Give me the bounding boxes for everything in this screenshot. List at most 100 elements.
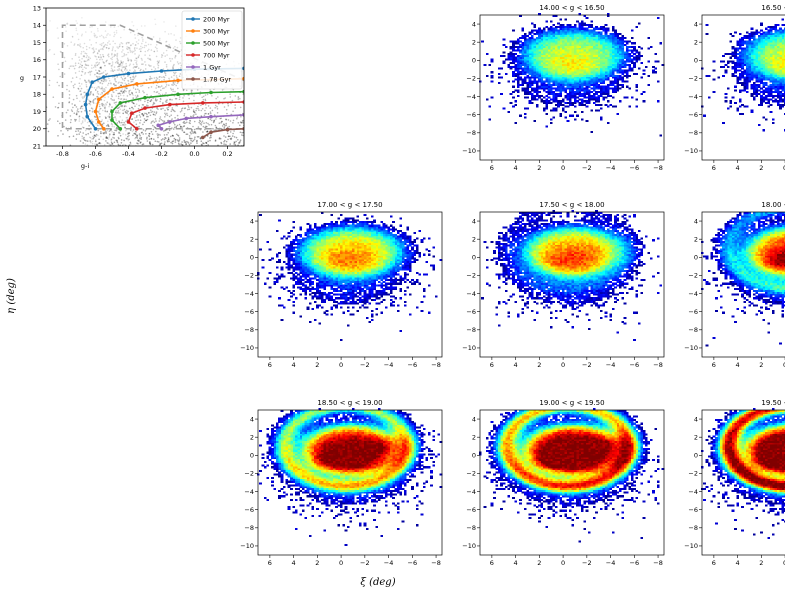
field-star — [134, 77, 136, 79]
field-star — [171, 99, 173, 101]
field-star — [233, 130, 235, 132]
field-star — [190, 116, 192, 118]
field-star — [151, 138, 153, 140]
field-star — [59, 123, 61, 125]
field-star — [210, 119, 212, 121]
field-star — [87, 144, 89, 146]
field-star — [317, 107, 319, 109]
isochrone-marker — [156, 124, 160, 128]
field-star — [164, 141, 166, 143]
field-star — [170, 142, 172, 144]
field-star — [101, 45, 103, 47]
field-star — [49, 49, 51, 51]
field-star — [229, 143, 231, 145]
field-star — [266, 116, 268, 118]
field-star — [134, 50, 136, 52]
field-star — [124, 82, 126, 84]
heatmap-cell — [628, 88, 631, 90]
field-star — [166, 50, 168, 52]
field-star — [172, 135, 174, 137]
field-star — [115, 50, 117, 52]
field-star — [133, 74, 135, 76]
field-star — [223, 98, 225, 100]
field-star — [203, 122, 205, 124]
field-star — [183, 131, 185, 133]
field-star — [165, 73, 167, 75]
field-star — [214, 107, 216, 109]
field-star — [153, 66, 155, 68]
field-star — [70, 41, 72, 43]
heatmap-cell — [657, 60, 660, 62]
field-star — [232, 122, 234, 124]
field-star — [299, 102, 301, 104]
field-star — [124, 69, 126, 71]
field-star — [110, 82, 112, 84]
field-star — [157, 141, 159, 143]
field-star — [279, 127, 281, 129]
field-star — [102, 132, 104, 134]
field-star — [102, 59, 104, 61]
field-star — [90, 142, 92, 144]
field-star — [165, 92, 167, 94]
field-star — [144, 45, 146, 47]
field-star — [134, 105, 136, 107]
field-star — [203, 99, 205, 101]
field-star — [84, 43, 86, 45]
field-star — [177, 47, 179, 49]
field-star — [187, 109, 189, 111]
field-star — [133, 79, 135, 81]
field-star — [144, 113, 146, 115]
field-star — [139, 114, 141, 116]
field-star — [172, 89, 174, 91]
field-star — [145, 64, 147, 66]
field-star — [287, 140, 289, 142]
field-star — [143, 70, 145, 72]
field-star — [164, 55, 166, 57]
field-star — [178, 63, 180, 65]
field-star — [170, 60, 172, 62]
heatmap-panel-1: 14.00 < g < 16.506 4 2 0 −2 −4 −6 −8420−2−4−6−8… — [462, 4, 664, 172]
field-star — [108, 138, 110, 140]
field-star — [95, 139, 97, 141]
field-star — [272, 142, 274, 144]
heatmap-cell — [626, 57, 629, 59]
field-star — [234, 136, 236, 138]
field-star — [95, 89, 97, 91]
field-star — [83, 101, 85, 103]
field-star — [146, 120, 148, 122]
field-star — [200, 105, 202, 107]
field-star — [12, 134, 14, 136]
heatmap-cell — [626, 97, 629, 99]
field-star — [166, 99, 168, 101]
cmd-ytick-label: 19 — [33, 108, 41, 116]
field-star — [263, 91, 265, 93]
field-star — [122, 82, 124, 84]
field-star — [120, 37, 122, 39]
field-star — [198, 109, 200, 111]
field-star — [302, 104, 304, 106]
field-star — [137, 140, 139, 142]
field-star — [150, 144, 152, 146]
field-star — [152, 111, 154, 113]
field-star — [179, 41, 181, 43]
field-star — [136, 131, 138, 133]
heatmap-cell — [652, 69, 655, 71]
field-star — [130, 81, 132, 83]
field-star — [119, 106, 121, 108]
field-star — [135, 37, 137, 39]
field-star — [254, 143, 256, 145]
field-star — [223, 135, 225, 137]
field-star — [133, 102, 135, 104]
field-star — [202, 120, 204, 122]
field-star — [74, 105, 76, 107]
field-star — [100, 94, 102, 96]
field-star — [189, 122, 191, 124]
field-star — [227, 139, 229, 141]
field-star — [129, 69, 131, 71]
field-star — [139, 133, 141, 135]
field-star — [82, 47, 84, 49]
field-star — [76, 95, 78, 97]
field-star — [141, 37, 143, 39]
field-star — [332, 137, 334, 139]
field-star — [58, 85, 60, 87]
